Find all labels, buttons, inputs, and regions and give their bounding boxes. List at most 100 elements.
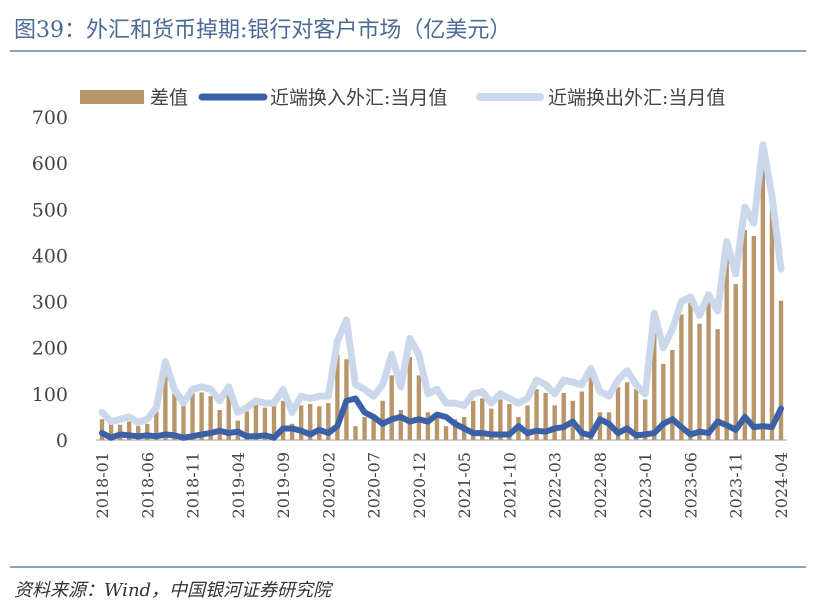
bar-diff xyxy=(308,404,313,440)
bar-diff xyxy=(543,392,548,440)
bar-diff xyxy=(389,375,394,440)
bar-diff xyxy=(670,350,675,440)
bar-diff xyxy=(126,421,132,440)
y-tick-label: 100 xyxy=(32,384,68,406)
bar-diff xyxy=(289,423,295,440)
bar-diff xyxy=(525,405,530,440)
bar-diff xyxy=(661,363,666,440)
bar-diff xyxy=(434,414,440,440)
x-tick-label: 2023-01 xyxy=(636,452,655,518)
bar-diff xyxy=(353,426,358,440)
y-tick-label: 500 xyxy=(32,199,68,221)
bar-diff xyxy=(190,392,195,440)
y-tick-label: 0 xyxy=(56,430,68,452)
bar-diff xyxy=(217,410,222,440)
bar-diff xyxy=(226,393,231,440)
x-tick-label: 2019-04 xyxy=(229,452,248,518)
bar-diff xyxy=(280,400,286,440)
bar-diff xyxy=(145,423,150,440)
bar-diff xyxy=(733,284,738,440)
bar-diff xyxy=(706,301,711,440)
bar-diff xyxy=(335,354,340,440)
x-tick-label: 2020-12 xyxy=(410,452,429,518)
bar-diff xyxy=(697,323,702,440)
bar-diff xyxy=(561,392,566,440)
bar-diff xyxy=(751,236,757,440)
chart-title: 图39：外汇和货币掉期:银行对客户市场（亿美元） xyxy=(14,18,512,43)
source-divider xyxy=(10,566,806,568)
x-tick-label: 2021-10 xyxy=(500,452,519,518)
x-tick-label: 2018-06 xyxy=(138,452,157,518)
y-tick-label: 700 xyxy=(32,107,68,129)
y-tick-label: 400 xyxy=(32,245,68,267)
title-divider xyxy=(10,50,806,52)
bar-diff xyxy=(208,396,213,440)
bar-diff xyxy=(643,399,648,440)
bar-diff xyxy=(181,405,186,440)
source-note: 资料来源：Wind，中国银河证券研究院 xyxy=(14,580,332,601)
line-swap-out xyxy=(98,141,785,426)
bar-diff xyxy=(271,405,277,440)
bar-diff xyxy=(633,389,639,440)
bar-diff xyxy=(136,426,141,440)
bar-diff xyxy=(452,419,458,440)
bar-diff xyxy=(742,230,747,440)
x-tick-label: 2023-06 xyxy=(681,452,700,518)
bar-diff xyxy=(407,356,413,440)
x-tick-label: 2024-04 xyxy=(772,452,791,518)
legend-swatch-diff xyxy=(80,90,144,104)
x-tick-label: 2018-11 xyxy=(184,452,203,518)
bar-diff xyxy=(679,314,684,440)
x-tick-label: 2020-07 xyxy=(365,452,384,518)
bar-diff xyxy=(244,411,250,440)
y-tick-label: 300 xyxy=(32,292,68,314)
bar-diff xyxy=(371,419,376,440)
x-tick-label: 2018-01 xyxy=(93,452,112,518)
x-tick-label: 2019-09 xyxy=(274,452,293,518)
x-tick-label: 2020-02 xyxy=(319,452,338,518)
bar-diff xyxy=(262,407,268,440)
bar-diff xyxy=(443,426,449,440)
y-tick-label: 200 xyxy=(32,338,68,360)
x-tick-label: 2022-08 xyxy=(591,452,610,518)
bar-diff xyxy=(99,419,105,440)
bar-diff xyxy=(588,373,594,440)
bar-diff xyxy=(498,399,503,440)
bar-diff xyxy=(425,412,431,440)
bar-diff xyxy=(624,382,630,440)
bar-diff xyxy=(552,405,557,440)
bar-diff xyxy=(615,386,621,440)
bar-diff xyxy=(108,423,114,440)
bar-diff xyxy=(172,393,177,440)
bar-diff xyxy=(199,392,204,440)
bar-diff xyxy=(253,404,259,440)
bar-diff xyxy=(778,300,784,440)
legend-label-swap-out: 近端换出外汇:当月值 xyxy=(548,87,725,109)
bar-diff xyxy=(769,208,775,440)
line-swap-in xyxy=(99,395,784,441)
legend-label-swap-in: 近端换入外汇:当月值 xyxy=(270,87,447,109)
bar-diff xyxy=(398,410,403,440)
bar-diff xyxy=(597,412,603,440)
bar-diff xyxy=(760,158,766,440)
bar-diff xyxy=(724,256,729,440)
bar-diff xyxy=(534,389,539,440)
bar-diff xyxy=(715,329,720,440)
bar-diff xyxy=(416,375,422,440)
legend-label-diff: 差值 xyxy=(150,87,188,109)
x-tick-label: 2022-03 xyxy=(546,452,565,518)
bar-diff xyxy=(154,411,159,440)
y-tick-label: 600 xyxy=(32,153,68,175)
bar-diff xyxy=(507,404,512,440)
x-tick-label: 2021-05 xyxy=(455,452,474,518)
bar-diff xyxy=(326,403,331,440)
bar-diff xyxy=(688,302,693,440)
bar-diff xyxy=(489,408,494,440)
bar-diff xyxy=(317,406,322,440)
bar-diff xyxy=(579,391,585,440)
bar-diff xyxy=(362,416,367,440)
bar-diff xyxy=(298,405,304,440)
x-tick-label: 2023-11 xyxy=(727,452,746,518)
bar-diff xyxy=(470,400,476,440)
